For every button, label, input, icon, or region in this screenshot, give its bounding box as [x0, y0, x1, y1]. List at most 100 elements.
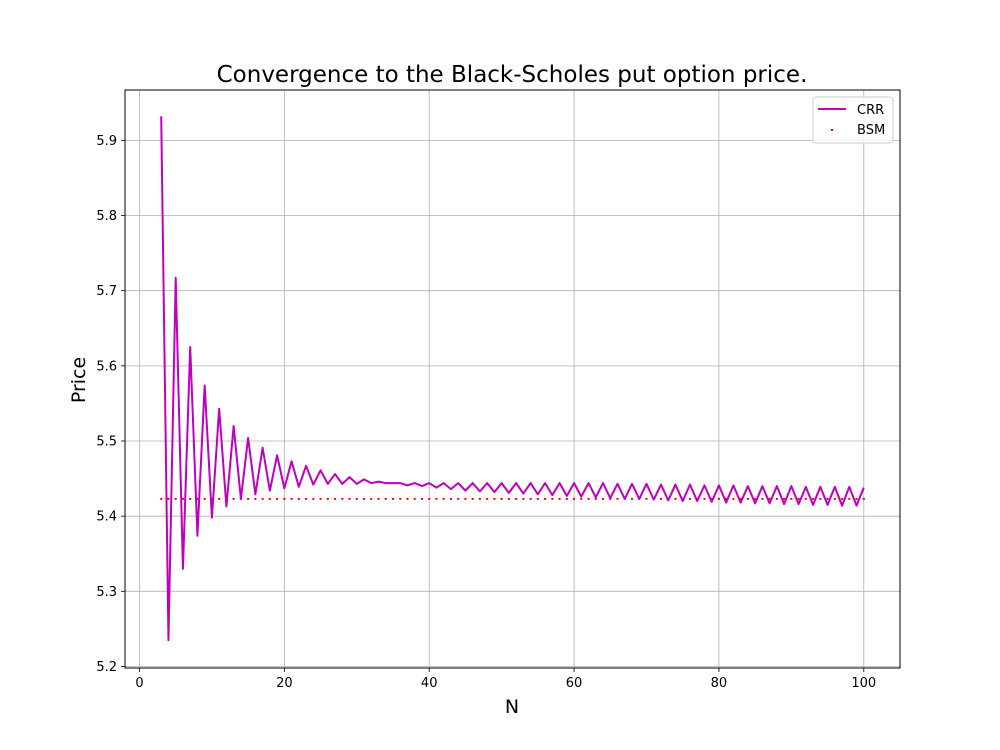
- bsm-point: [790, 497, 793, 500]
- bsm-point: [848, 497, 851, 500]
- y-axis-label: Price: [68, 357, 90, 403]
- bsm-point: [377, 497, 380, 500]
- bsm-point: [428, 497, 431, 500]
- bsm-point: [594, 497, 597, 500]
- bsm-point: [500, 497, 503, 500]
- bsm-point: [573, 497, 576, 500]
- bsm-point: [703, 497, 706, 500]
- y-tick-label: 5.4: [96, 510, 117, 525]
- bsm-point: [544, 497, 547, 500]
- bsm-point: [457, 497, 460, 500]
- bsm-point: [297, 497, 300, 500]
- bsm-point: [717, 497, 720, 500]
- bsm-point: [819, 497, 822, 500]
- legend: CRR BSM: [812, 96, 894, 144]
- y-tick-label: 5.5: [96, 435, 117, 450]
- x-tick-label: 100: [851, 676, 876, 691]
- legend-crr-label: CRR: [857, 103, 884, 118]
- bsm-point: [370, 497, 373, 500]
- grid-layer: [125, 90, 900, 668]
- bsm-point: [283, 497, 286, 500]
- bsm-point: [551, 497, 554, 500]
- bsm-point: [558, 497, 561, 500]
- bsm-point: [464, 497, 467, 500]
- x-tick-label: 60: [566, 676, 583, 691]
- bsm-point: [775, 497, 778, 500]
- bsm-point: [746, 497, 749, 500]
- x-tick-label: 40: [421, 676, 438, 691]
- bsm-point: [493, 497, 496, 500]
- bsm-point: [688, 497, 691, 500]
- bsm-point: [254, 497, 257, 500]
- bsm-point: [797, 497, 800, 500]
- bsm-point: [391, 497, 394, 500]
- bsm-point: [319, 497, 322, 500]
- bsm-point: [471, 497, 474, 500]
- bsm-point: [826, 497, 829, 500]
- bsm-point: [334, 497, 337, 500]
- bsm-point: [276, 497, 279, 500]
- bsm-point: [261, 497, 264, 500]
- bsm-point: [203, 497, 206, 500]
- bsm-point: [732, 497, 735, 500]
- crr-line: [160, 116, 865, 642]
- bsm-point: [232, 497, 235, 500]
- y-tick-label: 5.2: [96, 660, 117, 675]
- bsm-point: [435, 497, 438, 500]
- bsm-point: [174, 497, 177, 500]
- bsm-point: [196, 497, 199, 500]
- bsm-point: [855, 497, 858, 500]
- plot-frame: [124, 89, 901, 669]
- bsm-point: [529, 497, 532, 500]
- x-tick-label: 20: [276, 676, 293, 691]
- bsm-point: [218, 497, 221, 500]
- x-axis-ticks: 0 20 40 60 80 100: [135, 668, 876, 691]
- bsm-point: [804, 497, 807, 500]
- legend-bsm-label: BSM: [857, 123, 885, 138]
- bsm-point: [384, 497, 387, 500]
- bsm-point: [522, 497, 525, 500]
- bsm-point: [247, 497, 250, 500]
- bsm-point: [602, 497, 605, 500]
- bsm-point: [841, 497, 844, 500]
- bsm-point: [406, 497, 409, 500]
- x-tick-label: 0: [135, 676, 143, 691]
- bsm-point: [160, 497, 163, 500]
- crr-series: [160, 116, 865, 642]
- y-tick-label: 5.8: [96, 209, 117, 224]
- bsm-point: [181, 497, 184, 500]
- y-tick-label: 5.3: [96, 585, 117, 600]
- bsm-point: [189, 497, 192, 500]
- bsm-point: [659, 497, 662, 500]
- y-tick-label: 5.9: [96, 134, 117, 149]
- bsm-point: [587, 497, 590, 500]
- bsm-point: [399, 497, 402, 500]
- bsm-point: [616, 497, 619, 500]
- bsm-point: [725, 497, 728, 500]
- bsm-point: [478, 497, 481, 500]
- bsm-point: [645, 497, 648, 500]
- bsm-point: [363, 497, 366, 500]
- bsm-point: [442, 497, 445, 500]
- bsm-point: [326, 497, 329, 500]
- bsm-point: [768, 497, 771, 500]
- x-axis-label: N: [505, 696, 519, 718]
- bsm-point: [413, 497, 416, 500]
- chart-title: Convergence to the Black-Scholes put opt…: [217, 62, 808, 88]
- bsm-point: [754, 497, 757, 500]
- bsm-point: [631, 497, 634, 500]
- bsm-point: [507, 497, 510, 500]
- bsm-point: [341, 497, 344, 500]
- bsm-point: [565, 497, 568, 500]
- bsm-point: [486, 497, 489, 500]
- bsm-point: [833, 497, 836, 500]
- bsm-point: [268, 497, 271, 500]
- y-tick-label: 5.6: [96, 359, 117, 374]
- bsm-point: [536, 497, 539, 500]
- bsm-point: [761, 497, 764, 500]
- bsm-point: [167, 497, 170, 500]
- bsm-point: [674, 497, 677, 500]
- bsm-point: [449, 497, 452, 500]
- bsm-point: [515, 497, 518, 500]
